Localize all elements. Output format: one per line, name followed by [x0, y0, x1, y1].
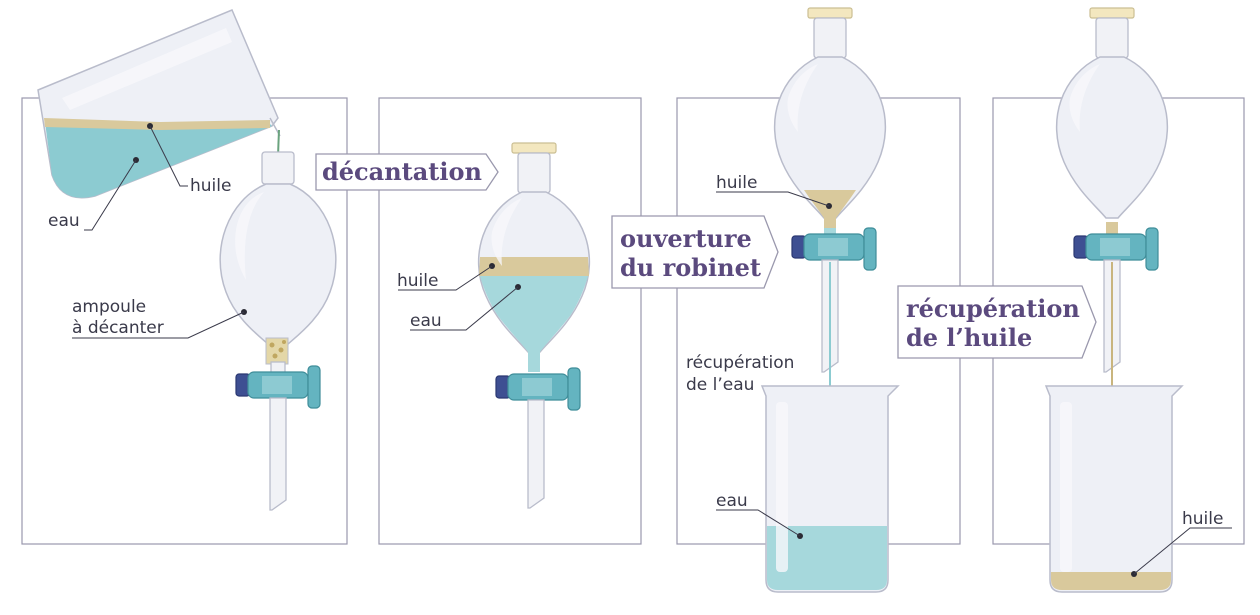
label-huile-3: huile — [716, 173, 757, 193]
step-ouverture-line1: ouverture — [620, 224, 752, 253]
label-huile-1: huile — [190, 176, 231, 196]
label-eau-2: eau — [410, 311, 442, 331]
beaker-icon — [760, 385, 900, 593]
stopcock-icon — [235, 365, 321, 409]
panel-3: huile récupération de l’eau eau — [686, 7, 900, 593]
panel-2: huile eau — [397, 142, 591, 509]
label-huile-2: huile — [397, 271, 438, 291]
panel-4: huile — [1044, 7, 1232, 593]
label-huile-4: huile — [1182, 509, 1223, 529]
beaker-icon — [1044, 385, 1184, 593]
separatory-funnel-icon — [773, 56, 887, 236]
step-ouverture-line2: du robinet — [620, 253, 761, 282]
label-a-decanter: à décanter — [72, 318, 164, 338]
separatory-funnel-icon — [219, 151, 337, 377]
funnel-stem — [269, 397, 287, 511]
separatory-funnel-icon — [1055, 56, 1169, 234]
step-ouverture: ouverture du robinet — [611, 215, 779, 289]
panel-1: huile eau ampoule à décanter — [37, 9, 337, 511]
separatory-funnel-icon — [477, 191, 591, 372]
step-decantation: décantation — [315, 153, 499, 191]
label-recuperation-eau-1: récupération — [686, 353, 794, 373]
stopper-icon — [1089, 7, 1135, 19]
label-eau-1: eau — [48, 211, 80, 231]
stopper-icon — [511, 142, 557, 154]
step-decantation-text: décantation — [322, 157, 482, 186]
step-recuperation-huile: récupération de l’huile — [897, 285, 1097, 359]
stopcock-icon — [791, 227, 877, 271]
step-recuperation-line2: de l’huile — [906, 323, 1032, 352]
label-recuperation-eau-2: de l’eau — [686, 375, 754, 395]
step-recuperation-line1: récupération — [906, 294, 1080, 323]
beaker-icon — [37, 9, 281, 199]
stopper-icon — [807, 7, 853, 19]
label-eau-3: eau — [716, 491, 748, 511]
stopcock-icon — [495, 367, 581, 411]
panel-2-frame — [378, 97, 642, 545]
stopcock-icon — [1073, 227, 1159, 271]
label-ampoule: ampoule — [72, 297, 146, 317]
funnel-stem — [527, 399, 545, 509]
